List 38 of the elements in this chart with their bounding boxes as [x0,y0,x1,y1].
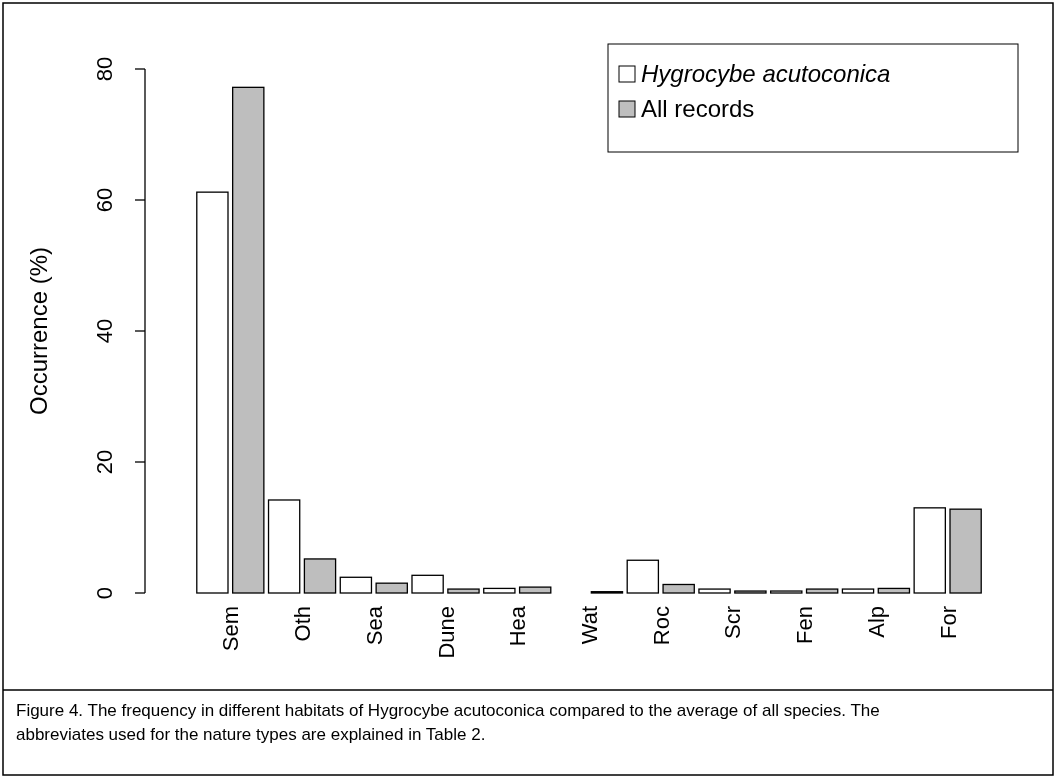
x-tick-label: Wat [577,606,602,645]
bar [949,508,982,594]
legend-label: All records [641,95,755,122]
bar [841,588,875,594]
y-tick-label: 0 [92,586,117,600]
y-axis-title: Occurrence (%) [25,246,52,416]
y-tick-label: 20 [92,449,117,475]
x-tick-label: Hea [505,605,531,647]
bar [339,576,373,594]
x-tick-label: Scr [720,606,746,639]
bar [662,583,695,594]
bar [375,582,408,594]
x-tick-label: Roc [648,606,674,646]
bar [698,588,731,594]
bar [411,574,444,594]
x-tick-label: Fen [792,606,818,644]
x-tick-label: Alp [863,606,889,638]
bar [483,587,516,594]
y-tick-label: 60 [92,187,117,213]
y-tick-label: 40 [92,318,117,344]
x-tick-label: Sea [361,605,387,646]
bar [877,587,911,594]
bar [232,86,265,594]
bar [447,588,480,594]
bar [913,507,946,594]
x-tick-label: Dune [433,606,459,659]
bar [626,559,660,594]
bar [303,558,337,594]
x-tick-label: Sem [218,606,244,652]
y-tick-label: 80 [92,56,117,82]
legend-label: Hygrocybe acutoconica [641,60,891,87]
x-tick-label: For [935,606,961,639]
x-tick-label: Oth [290,606,316,642]
bar [196,191,229,594]
bar [267,499,301,594]
bar [518,586,552,594]
bar [805,588,839,594]
caption: Figure 4. The frequency in different habitats of Hygrocybe acutoconica compared to the average of all species. The abbreviates used for the nature types are explained in Table 2. [16,701,880,744]
